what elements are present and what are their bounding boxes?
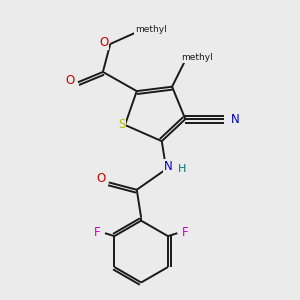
- Text: methyl: methyl: [135, 25, 167, 34]
- Text: O: O: [96, 172, 105, 185]
- Text: methyl: methyl: [181, 53, 213, 62]
- Text: O: O: [65, 74, 74, 87]
- Text: F: F: [94, 226, 101, 239]
- Text: F: F: [182, 226, 188, 239]
- Text: O: O: [99, 36, 108, 49]
- Text: N: N: [164, 160, 173, 173]
- Text: H: H: [178, 164, 187, 173]
- Text: S: S: [118, 118, 125, 131]
- Text: N: N: [230, 112, 239, 126]
